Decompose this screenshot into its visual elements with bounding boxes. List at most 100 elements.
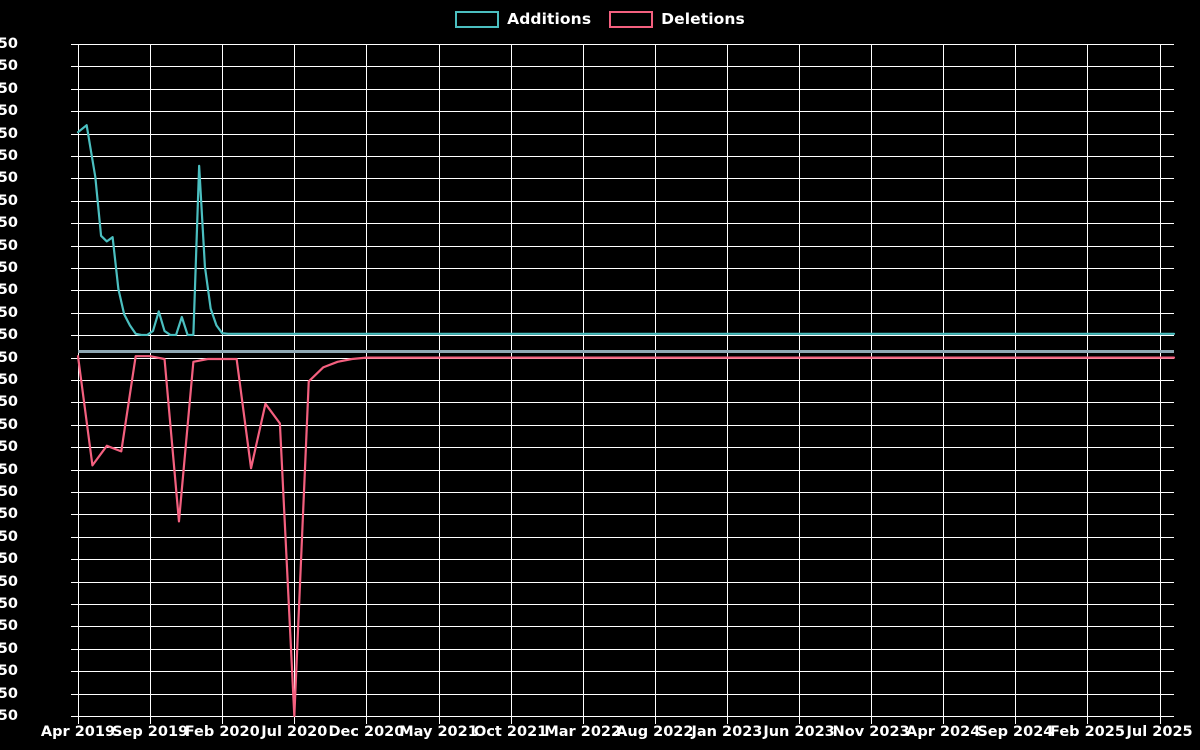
y-axis-tick-label: -5,850 <box>0 506 18 523</box>
y-axis-tick-label: 6,950 <box>0 148 18 164</box>
grid-line-horizontal <box>78 536 1174 538</box>
x-axis-tick-label: Mar 2022 <box>544 724 622 740</box>
x-axis-tick-label: Feb 2020 <box>184 724 260 740</box>
y-axis-tick-label: -8,250 <box>0 573 18 590</box>
grid-line-vertical <box>1087 44 1089 716</box>
y-axis-tick <box>71 178 78 180</box>
legend-item-additions[interactable]: Additions <box>455 10 591 28</box>
y-axis-tick <box>71 693 78 695</box>
grid-line-vertical <box>294 44 296 716</box>
grid-line-vertical <box>654 44 656 716</box>
y-axis-tick <box>71 469 78 471</box>
y-axis-tick <box>71 312 78 314</box>
y-axis-tick <box>71 44 78 45</box>
y-axis-tick-label: 5,350 <box>0 192 18 209</box>
x-axis-tick <box>1015 716 1017 724</box>
x-axis-tick <box>222 716 224 724</box>
y-axis-tick <box>71 402 78 404</box>
y-axis-tick <box>71 156 78 157</box>
y-axis-tick <box>71 626 78 628</box>
y-axis-tick-label: -10,650 <box>0 640 18 657</box>
y-axis-tick-label: -1,050 <box>0 372 18 388</box>
y-axis-tick <box>71 335 78 337</box>
y-axis-tick-label: 550 <box>0 327 18 344</box>
y-axis-tick <box>71 716 78 717</box>
y-axis-tick <box>71 536 78 538</box>
legend-label-additions: Additions <box>507 10 592 28</box>
y-axis-tick <box>71 111 78 113</box>
y-axis-tick-label: 6,150 <box>0 170 18 187</box>
legend-item-deletions[interactable]: Deletions <box>609 10 745 28</box>
grid-line-horizontal <box>78 424 1174 426</box>
x-axis-tick-label: Apr 2024 <box>906 724 981 740</box>
grid-line-horizontal <box>78 245 1174 247</box>
y-axis-tick-label: -250 <box>0 349 18 366</box>
x-axis-tick <box>582 716 584 724</box>
x-axis-tick <box>438 716 440 724</box>
x-axis-tick-label: Nov 2023 <box>832 724 910 740</box>
grid-line-horizontal <box>78 335 1174 337</box>
series-line-additions <box>76 124 1176 337</box>
y-axis-tick-label: -11,450 <box>0 663 18 680</box>
grid-line-horizontal <box>78 380 1174 381</box>
x-axis-tick <box>654 716 656 724</box>
y-axis-tick-label: -4,250 <box>0 461 18 478</box>
x-axis-tick <box>1087 716 1089 724</box>
x-axis-tick <box>150 716 152 724</box>
y-axis-tick <box>71 133 78 135</box>
y-axis-tick <box>71 223 78 225</box>
x-axis-tick-label: Jun 2023 <box>763 724 835 740</box>
grid-line-vertical <box>726 44 728 716</box>
x-axis-tick-label: Oct 2021 <box>473 724 548 740</box>
grid-line-horizontal <box>78 716 1174 717</box>
grid-line-vertical <box>78 44 79 716</box>
series-svg <box>76 124 1176 718</box>
grid-line-vertical <box>1015 44 1017 716</box>
y-axis-tick <box>71 268 78 269</box>
grid-line-vertical <box>222 44 224 716</box>
y-axis-tick-label: 7,750 <box>0 125 18 142</box>
x-axis-tick <box>510 716 512 724</box>
y-axis-tick-label: 2,950 <box>0 260 18 276</box>
y-axis-tick-label: 4,550 <box>0 215 18 232</box>
y-axis-tick-label: -5,050 <box>0 484 18 500</box>
chart-legend: Additions Deletions <box>0 6 1200 32</box>
y-axis-tick-label: -6,650 <box>0 528 18 545</box>
legend-swatch-additions <box>455 10 500 28</box>
x-axis-tick <box>366 716 368 724</box>
y-axis-tick-label: -13,050 <box>0 708 18 724</box>
grid-line-horizontal <box>78 604 1174 605</box>
legend-swatch-deletions <box>609 10 654 28</box>
y-axis-tick-label: 8,550 <box>0 103 18 120</box>
grid-line-vertical <box>366 44 368 716</box>
grid-line-vertical <box>438 44 440 716</box>
grid-line-horizontal <box>78 559 1174 561</box>
y-axis-tick <box>71 424 78 426</box>
y-axis-tick <box>71 290 78 292</box>
grid-line-vertical <box>150 44 152 716</box>
grid-line-horizontal <box>78 111 1174 113</box>
x-axis-tick-label: Feb 2025 <box>1050 724 1125 740</box>
x-axis-tick-label: Apr 2019 <box>40 724 116 740</box>
grid-line-horizontal <box>78 88 1174 90</box>
x-axis-tick <box>726 716 728 724</box>
y-axis-tick-label: 1,350 <box>0 304 18 321</box>
grid-line-horizontal <box>78 290 1174 292</box>
y-axis-tick <box>71 66 78 68</box>
grid-line-horizontal <box>78 648 1174 650</box>
x-axis-tick-label: Dec 2020 <box>328 724 405 740</box>
x-axis-tick-label: May 2021 <box>399 724 478 740</box>
y-axis-tick-label: 3,750 <box>0 237 18 254</box>
x-axis-tick-label: Jan 2023 <box>691 724 763 740</box>
grid-line-vertical <box>799 44 801 716</box>
grid-line-horizontal <box>78 447 1174 449</box>
x-axis-tick-label: Jul 2020 <box>261 724 328 740</box>
y-axis-tick <box>71 357 78 359</box>
grid-line-horizontal <box>78 312 1174 314</box>
x-axis-tick-label: Jul 2025 <box>1126 724 1193 740</box>
y-axis-tick <box>71 671 78 673</box>
y-axis-tick-label: -12,250 <box>0 685 18 702</box>
grid-line-horizontal <box>78 268 1174 269</box>
y-axis-tick <box>71 447 78 449</box>
